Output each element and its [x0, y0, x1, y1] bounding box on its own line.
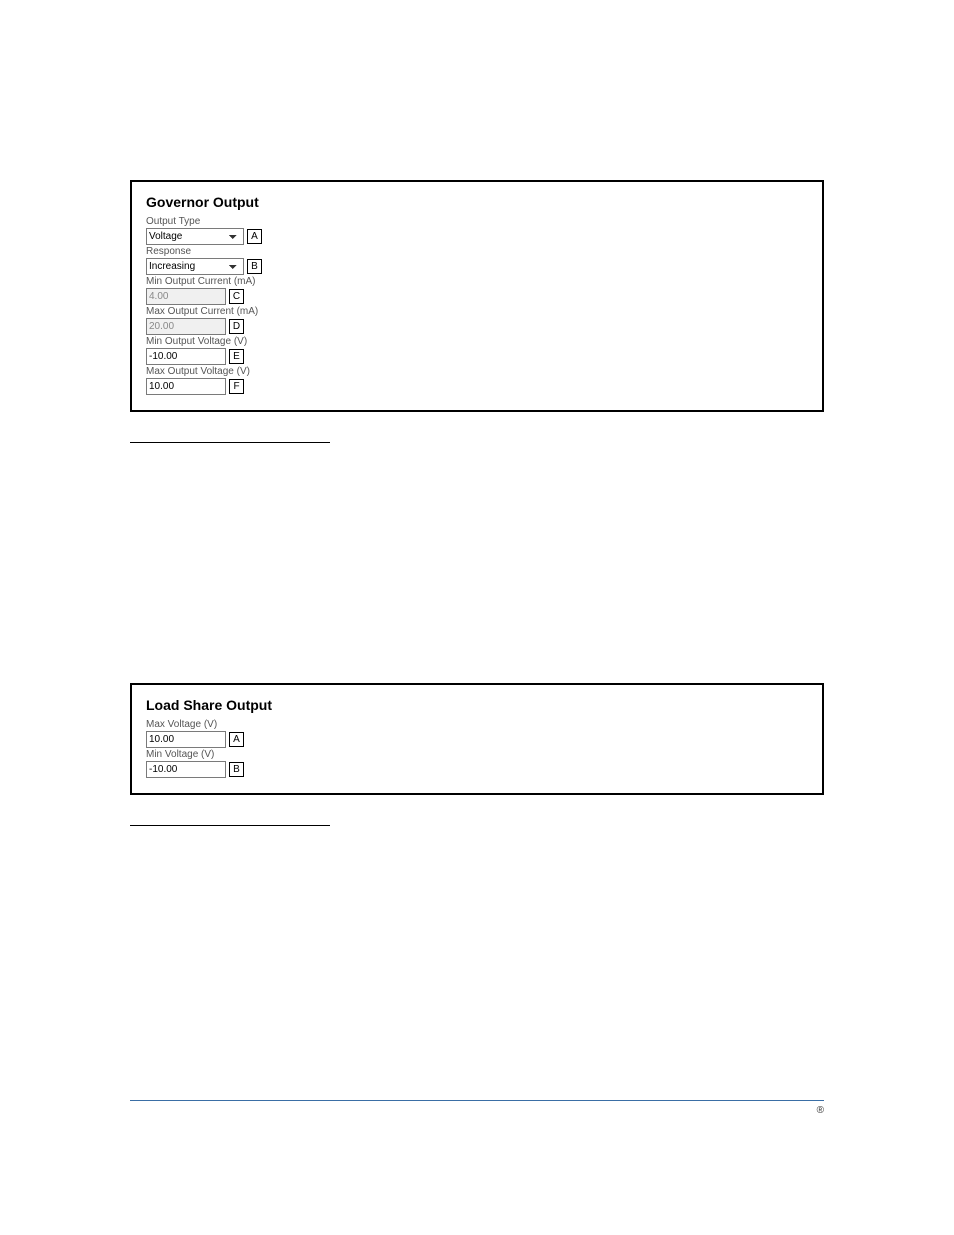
callout-e: E	[229, 349, 244, 364]
label-min-output-current: Min Output Current (mA)	[146, 276, 808, 287]
field-response: Response Increasing B	[146, 246, 808, 275]
footer-reg-mark: ®	[817, 1105, 824, 1116]
row-response: Increasing B	[146, 258, 808, 275]
label-output-type: Output Type	[146, 216, 808, 227]
row-max-output-voltage: F	[146, 378, 808, 395]
row-max-output-current: D	[146, 318, 808, 335]
callout-a: A	[247, 229, 262, 244]
callout-f: F	[229, 379, 244, 394]
loadshare-panel-title: Load Share Output	[146, 697, 808, 713]
field-min-output-current: Min Output Current (mA) C	[146, 276, 808, 305]
label-response: Response	[146, 246, 808, 257]
label-max-output-voltage: Max Output Voltage (V)	[146, 366, 808, 377]
field-min-output-voltage: Min Output Voltage (V) E	[146, 336, 808, 365]
callout-d: D	[229, 319, 244, 334]
label-min-voltage: Min Voltage (V)	[146, 749, 808, 760]
governor-panel-title: Governor Output	[146, 194, 808, 210]
min-output-current-input	[146, 288, 226, 305]
field-max-output-voltage: Max Output Voltage (V) F	[146, 366, 808, 395]
max-output-voltage-input[interactable]	[146, 378, 226, 395]
field-output-type: Output Type Voltage A	[146, 216, 808, 245]
min-voltage-input[interactable]	[146, 761, 226, 778]
callout-b: B	[247, 259, 262, 274]
row-max-voltage: A	[146, 731, 808, 748]
row-min-output-current: C	[146, 288, 808, 305]
underline-1	[130, 442, 330, 443]
load-share-output-panel: Load Share Output Max Voltage (V) A Min …	[130, 683, 824, 795]
field-min-voltage: Min Voltage (V) B	[146, 749, 808, 778]
row-min-voltage: B	[146, 761, 808, 778]
label-min-output-voltage: Min Output Voltage (V)	[146, 336, 808, 347]
label-max-output-current: Max Output Current (mA)	[146, 306, 808, 317]
field-max-voltage: Max Voltage (V) A	[146, 719, 808, 748]
max-output-current-input	[146, 318, 226, 335]
bottom-spacer	[130, 826, 824, 1106]
output-type-select[interactable]: Voltage	[146, 228, 244, 245]
response-select[interactable]: Increasing	[146, 258, 244, 275]
row-min-output-voltage: E	[146, 348, 808, 365]
page: Governor Output Output Type Voltage A Re…	[0, 0, 954, 1146]
callout-ls-a: A	[229, 732, 244, 747]
min-output-voltage-input[interactable]	[146, 348, 226, 365]
max-voltage-input[interactable]	[146, 731, 226, 748]
label-max-voltage: Max Voltage (V)	[146, 719, 808, 730]
field-max-output-current: Max Output Current (mA) D	[146, 306, 808, 335]
governor-output-panel: Governor Output Output Type Voltage A Re…	[130, 180, 824, 412]
callout-ls-b: B	[229, 762, 244, 777]
row-output-type: Voltage A	[146, 228, 808, 245]
page-footer: ®	[130, 1100, 824, 1116]
callout-c: C	[229, 289, 244, 304]
